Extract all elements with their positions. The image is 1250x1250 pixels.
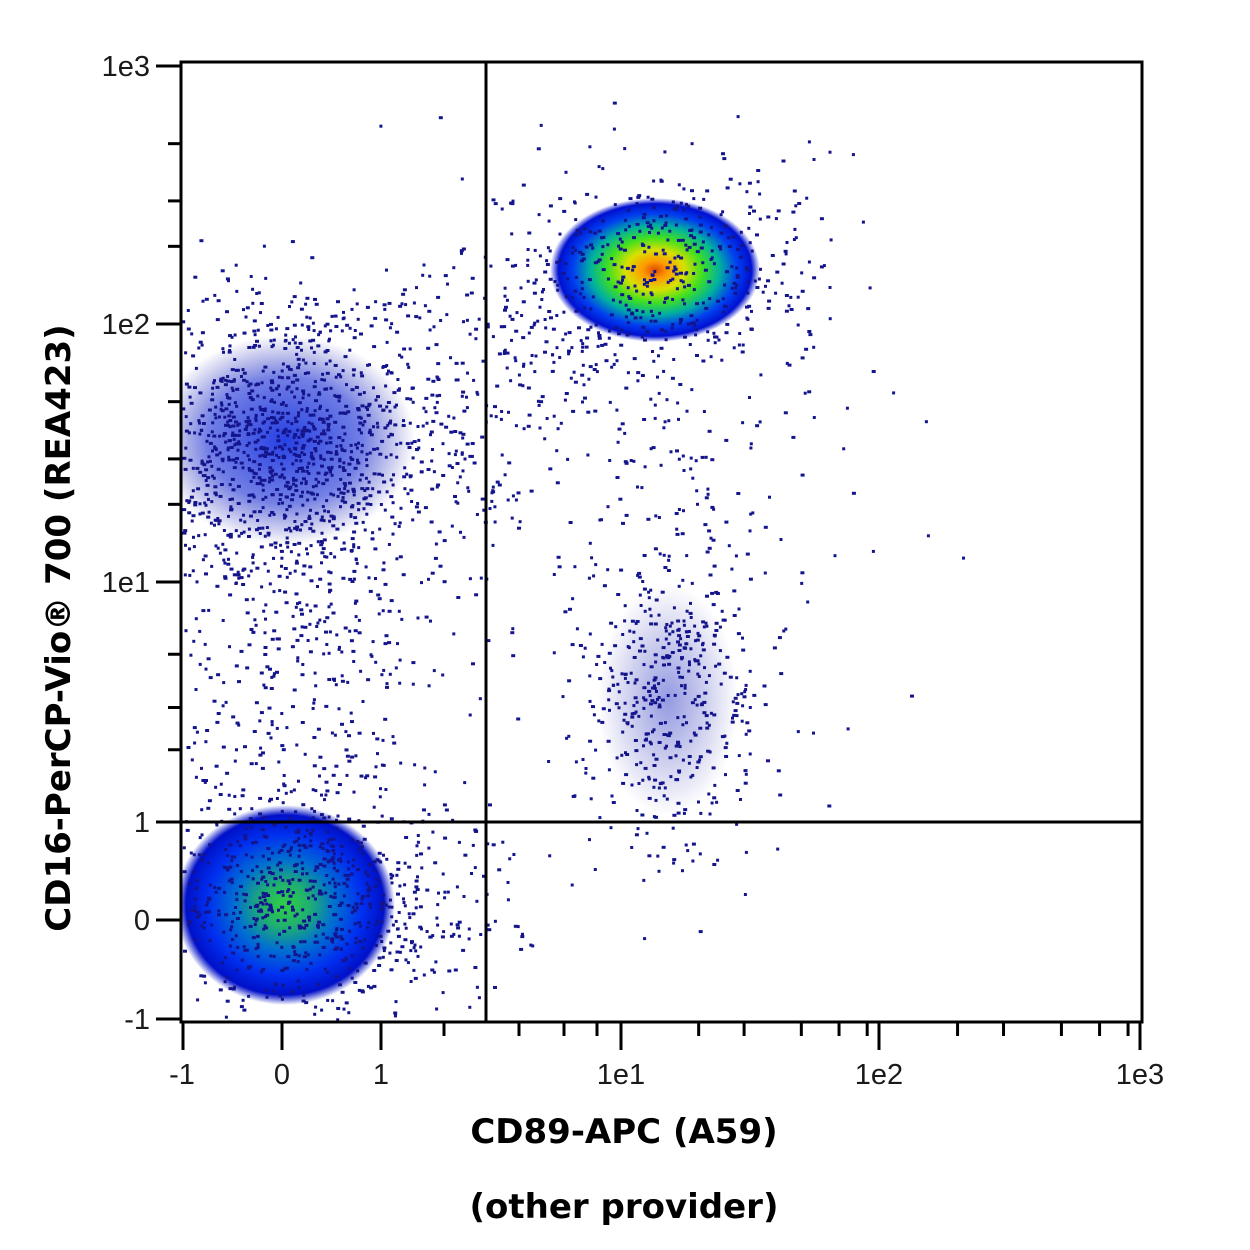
y-tick-1e3: 1e3 — [102, 51, 150, 83]
y-axis-title: CD16-PerCP-Vio® 700 (REA423) — [39, 324, 79, 931]
events-layer — [181, 101, 965, 1022]
x-tick-1e3: 1e3 — [1116, 1059, 1164, 1091]
x-axis-subtitle: (other provider) — [469, 1187, 778, 1227]
x-tick-1: 1 — [373, 1059, 389, 1091]
x-tick-1e1: 1e1 — [597, 1059, 645, 1091]
population-cd89-pos-cd16-low — [598, 585, 738, 815]
y-tick-0: 0 — [134, 905, 150, 937]
population-cd16-intermediate — [181, 335, 415, 545]
y-tick-1: 1 — [134, 807, 150, 839]
y-axis-ticks — [156, 64, 181, 1021]
x-axis-tick-labels: -1 0 1 1e1 1e2 1e3 — [169, 1059, 1164, 1091]
y-tick-1e2: 1e2 — [102, 309, 150, 341]
x-tick-minus1: -1 — [169, 1059, 195, 1091]
scatter-dots — [182, 101, 965, 1022]
y-axis-tick-labels: 1e3 1e2 1e1 1 0 -1 — [102, 51, 150, 1036]
y-tick-1e1: 1e1 — [102, 567, 150, 599]
x-tick-1e2: 1e2 — [855, 1059, 903, 1091]
y-tick-minus1: -1 — [124, 1004, 150, 1036]
x-axis-title: CD89-APC (A59) — [470, 1112, 777, 1152]
x-axis-ticks — [181, 1022, 1142, 1050]
x-tick-0: 0 — [274, 1059, 290, 1091]
plot-frame — [179, 60, 1144, 1024]
